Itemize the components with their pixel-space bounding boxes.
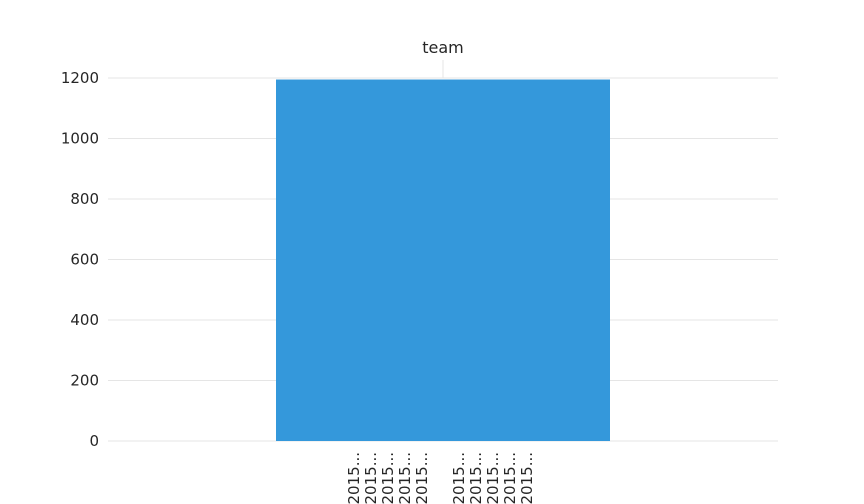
y-tick-label: 0: [89, 432, 99, 450]
y-tick-label: 400: [70, 311, 99, 329]
y-tick-label: 600: [70, 251, 99, 269]
x-tick-label: 2015...: [379, 452, 397, 504]
y-tick-label: 1000: [61, 130, 99, 148]
x-tick-label: 2015...: [362, 452, 380, 504]
x-axis-tick-labels: 2015... 2015... 2015... 2015... 2015... 2015.…: [345, 452, 536, 504]
x-tick-label: 2015...: [450, 452, 468, 504]
x-tick-label: 2015...: [518, 452, 536, 504]
x-tick-label: 2015...: [396, 452, 414, 504]
x-tick-label: 2015...: [501, 452, 519, 504]
x-tick-label: 2015...: [345, 452, 363, 504]
y-tick-label: 200: [70, 372, 99, 390]
x-tick-label: 2015...: [413, 452, 431, 504]
bar-0: [276, 79, 610, 441]
y-tick-label: 1200: [61, 69, 99, 87]
x-tick-label: 2015...: [484, 452, 502, 504]
chart-title: team: [422, 38, 464, 57]
y-tick-label: 800: [70, 190, 99, 208]
bars: [276, 79, 610, 441]
x-tick-label: 2015...: [467, 452, 485, 504]
y-axis-tick-labels: 0 200 400 600 800 1000 1200: [61, 69, 99, 450]
